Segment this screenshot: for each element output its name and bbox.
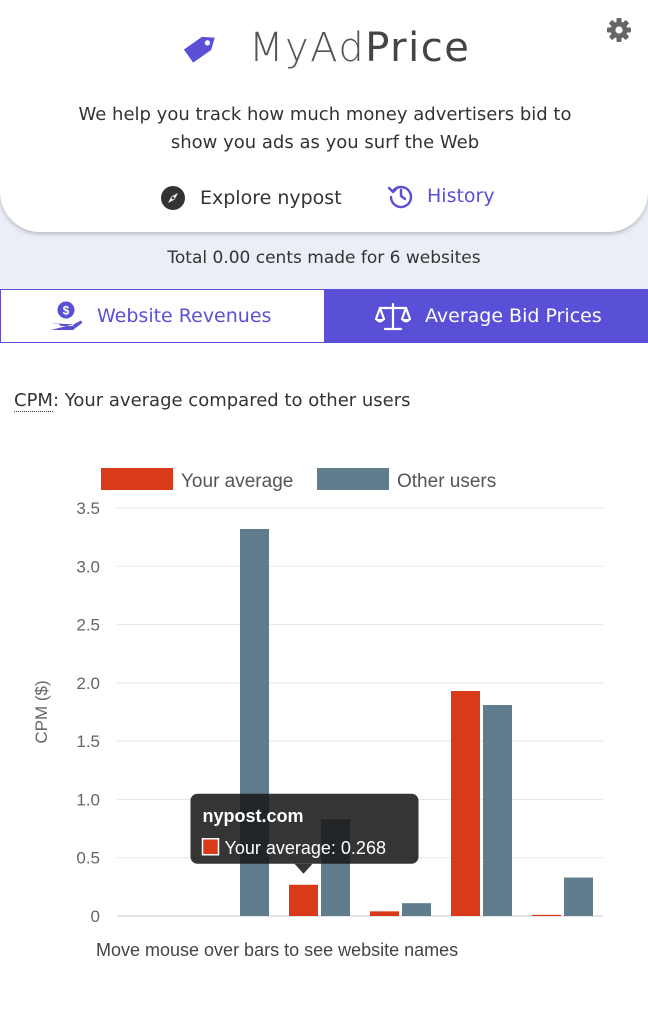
gear-icon[interactable] — [605, 16, 633, 44]
history-icon — [387, 185, 413, 209]
history-label: History — [427, 185, 495, 207]
tooltip-arrow — [294, 863, 313, 874]
brand-title: MyAdPrice — [249, 22, 470, 74]
chart-hint: Move mouse over bars to see website name… — [96, 940, 459, 960]
explore-link[interactable]: Explore nypost — [160, 184, 342, 212]
y-tick-label: 3.5 — [76, 499, 100, 518]
tooltip-box — [190, 793, 419, 864]
legend-label[interactable]: Other users — [397, 471, 496, 492]
tab-website-revenues[interactable]: $ Website Revenues — [0, 289, 325, 343]
bar[interactable] — [370, 911, 399, 916]
legend-swatch[interactable] — [101, 468, 173, 490]
explore-label: Explore nypost — [200, 187, 342, 209]
bar[interactable] — [532, 914, 561, 916]
compass-icon — [161, 186, 185, 210]
svg-text:$: $ — [63, 304, 70, 318]
bar[interactable] — [564, 877, 593, 916]
bar[interactable] — [483, 705, 512, 916]
y-tick-label: 0 — [91, 907, 100, 926]
legend-label[interactable]: Your average — [181, 471, 293, 492]
y-tick-label: 1.5 — [76, 732, 100, 751]
cpm-intro-text: : Your average compared to other users — [52, 390, 411, 411]
tooltip-title: nypost.com — [203, 806, 304, 826]
cpm-abbreviation[interactable]: CPM — [14, 390, 53, 412]
tooltip-swatch — [201, 838, 220, 856]
scale-icon — [375, 302, 411, 331]
bar[interactable] — [402, 903, 431, 916]
price-tag-icon — [183, 36, 215, 63]
brand-title-part2: Price — [365, 25, 471, 71]
y-tick-label: 2.0 — [76, 674, 100, 693]
y-tick-label: 3.0 — [76, 557, 100, 576]
tab-average-bid-prices[interactable]: Average Bid Prices — [325, 289, 648, 343]
history-link[interactable]: History — [387, 182, 495, 210]
y-tick-label: 0.5 — [76, 849, 100, 868]
y-tick-label: 2.5 — [76, 616, 100, 635]
tooltip-value: Your average: 0.268 — [225, 838, 386, 858]
cpm-intro: CPM: Your average compared to other user… — [14, 390, 411, 412]
hand-coin-icon: $ — [51, 301, 82, 330]
legend-swatch[interactable] — [317, 468, 389, 490]
y-tick-label: 1.0 — [76, 790, 100, 809]
tab-website-revenues-label: Website Revenues — [97, 305, 272, 327]
tab-average-bid-prices-label: Average Bid Prices — [425, 305, 602, 327]
tagline: We help you track how much money adverti… — [78, 104, 572, 153]
header-card: MyAdPrice We help you track how much mon… — [0, 0, 648, 232]
total-earnings: Total 0.00 cents made for 6 websites — [167, 248, 481, 268]
y-axis-label: CPM ($) — [32, 680, 51, 743]
brand-title-part1: MyAd — [249, 25, 366, 71]
bar[interactable] — [451, 691, 480, 916]
bar[interactable] — [289, 884, 318, 916]
bid-price-chart[interactable]: 0 0.5 1.0 1.5 2.0 2.5 3.0 3.5 CPM ($) Your averag… — [0, 440, 648, 940]
